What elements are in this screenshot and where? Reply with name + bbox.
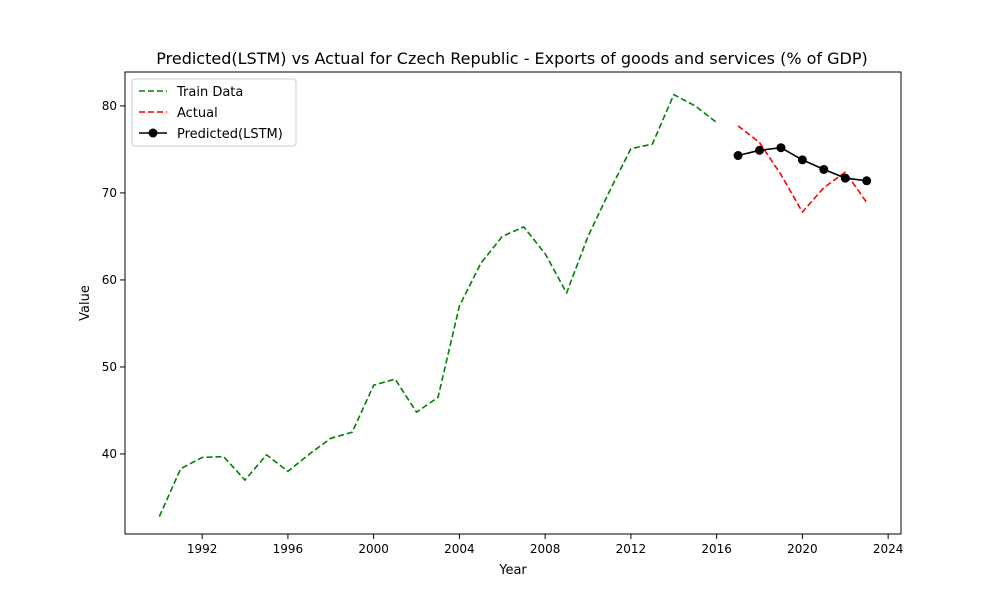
y-tick-label: 40 xyxy=(102,447,117,461)
legend: Train Data Actual Predicted(LSTM) xyxy=(131,78,297,147)
legend-label-predicted: Predicted(LSTM) xyxy=(177,127,283,142)
x-tick-label: 2016 xyxy=(701,542,732,556)
data-point-predicted-lstm xyxy=(776,143,786,153)
y-axis-title: Value xyxy=(78,285,93,321)
x-tick-label: 2000 xyxy=(358,542,389,556)
y-tick-label: 60 xyxy=(102,273,117,287)
chart-title: Predicted(LSTM) vs Actual for Czech Repu… xyxy=(156,49,867,68)
y-axis: 40 50 60 70 80 xyxy=(102,99,125,461)
x-tick-label: 1996 xyxy=(273,542,304,556)
series-line-actual xyxy=(737,125,868,213)
y-tick-label: 80 xyxy=(102,99,117,113)
data-point-predicted-lstm xyxy=(733,151,743,161)
data-point-predicted-lstm xyxy=(819,164,829,174)
legend-marker-predicted xyxy=(148,128,158,138)
data-point-predicted-lstm xyxy=(862,176,872,186)
x-axis: 1992 1996 2000 2004 2008 2012 2016 2020 2024 xyxy=(187,534,904,556)
x-tick-label: 2004 xyxy=(444,542,475,556)
data-point-predicted-lstm xyxy=(755,145,765,155)
x-tick-label: 2024 xyxy=(873,542,904,556)
legend-label-train: Train Data xyxy=(176,85,243,100)
x-tick-label: 2012 xyxy=(616,542,647,556)
data-point-predicted-lstm xyxy=(840,173,850,183)
series-line-train-data xyxy=(158,93,718,517)
x-tick-label: 2020 xyxy=(787,542,818,556)
x-tick-label: 2008 xyxy=(530,542,561,556)
x-tick-label: 1992 xyxy=(187,542,218,556)
x-axis-title: Year xyxy=(498,563,527,578)
legend-box xyxy=(131,78,297,147)
y-tick-label: 50 xyxy=(102,360,117,374)
y-tick-label: 70 xyxy=(102,186,117,200)
data-point-predicted-lstm xyxy=(797,155,807,165)
legend-label-actual: Actual xyxy=(177,106,218,121)
series-layer xyxy=(158,93,872,517)
